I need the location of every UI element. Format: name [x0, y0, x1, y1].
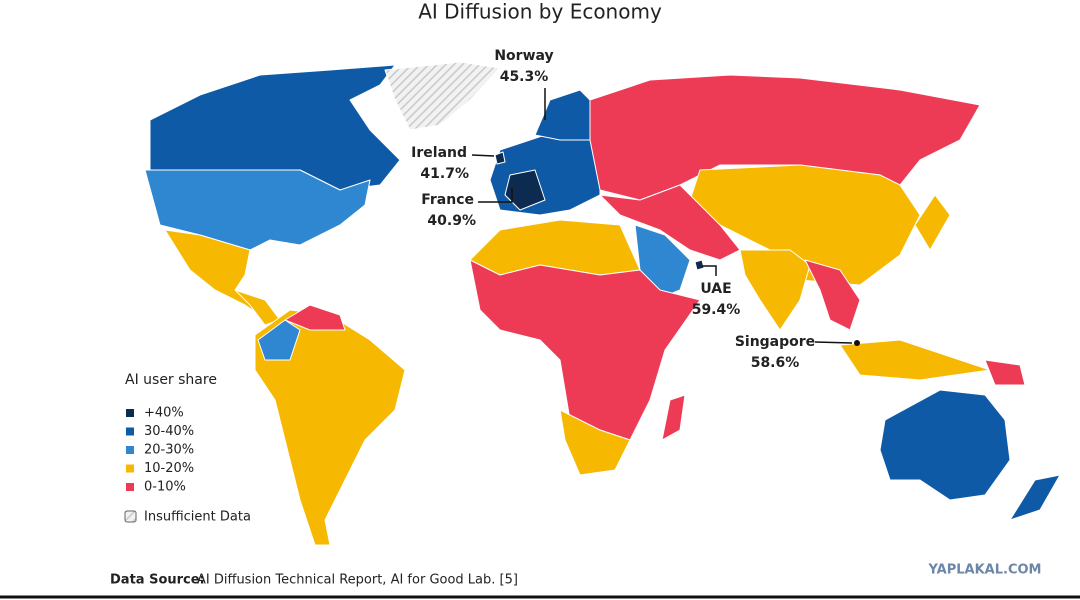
legend-label: +40%	[144, 406, 184, 421]
callout-country: Ireland	[411, 145, 467, 161]
callout-country: Singapore	[735, 334, 815, 350]
legend-swatch	[126, 446, 134, 454]
legend-label: 20-30%	[144, 443, 194, 458]
callout-country: Norway	[494, 48, 553, 64]
colombia	[257, 319, 301, 361]
callout-country: France	[421, 192, 474, 208]
central-america	[234, 289, 281, 326]
callout-country: UAE	[700, 281, 731, 297]
legend-label: 0-10%	[144, 480, 186, 495]
southeast-asia	[804, 259, 861, 331]
source-label: Data Source:	[110, 573, 205, 588]
india	[739, 249, 811, 331]
central-asia	[599, 184, 741, 261]
usa	[144, 169, 371, 251]
callouts: Norway 45.3% Ireland 41.7% France 40.9% UAE 59.…	[411, 48, 853, 371]
callout-line	[702, 265, 717, 276]
insufficient-swatch	[124, 510, 137, 523]
legend-title: AI user share	[125, 372, 217, 388]
venezuela	[284, 304, 346, 331]
new-zealand	[1009, 474, 1061, 521]
legend-label: 30-40%	[144, 424, 194, 439]
legend-swatch	[126, 409, 134, 417]
papua-new-guinea	[984, 359, 1026, 386]
uae	[694, 259, 705, 271]
legend-swatch	[126, 483, 134, 491]
africa	[469, 259, 701, 441]
legend-label: 10-20%	[144, 461, 194, 476]
south-america	[254, 309, 406, 546]
title: AI Diffusion by Economy	[418, 0, 662, 24]
callout-value: 45.3%	[500, 69, 549, 85]
ireland	[494, 151, 506, 165]
world-map	[144, 61, 1061, 546]
callout-line	[814, 341, 853, 344]
north-africa	[469, 219, 641, 276]
callout-line	[478, 188, 513, 203]
japan	[914, 194, 951, 251]
legend: AI user share +40% 30-40% 20-30% 10-20% 0-10%	[125, 372, 217, 495]
australia	[879, 389, 1011, 501]
madagascar	[661, 394, 686, 441]
legend-swatch	[126, 464, 134, 473]
callout-value: 41.7%	[420, 166, 469, 182]
greenland	[384, 61, 501, 131]
callout-value: 40.9%	[427, 213, 476, 229]
indonesia	[839, 339, 991, 381]
callout-value: 59.4%	[692, 302, 741, 318]
france	[504, 169, 546, 211]
callout-value: 58.6%	[751, 355, 800, 371]
watermark: YAPLAKAL.COM	[928, 563, 1042, 578]
southern-africa	[559, 409, 631, 476]
insufficient-label: Insufficient Data	[144, 510, 251, 525]
callout-line	[471, 154, 495, 157]
legend-swatch	[126, 427, 134, 436]
source-text: AI Diffusion Technical Report, AI for Go…	[197, 573, 518, 588]
singapore-dot	[854, 340, 860, 346]
